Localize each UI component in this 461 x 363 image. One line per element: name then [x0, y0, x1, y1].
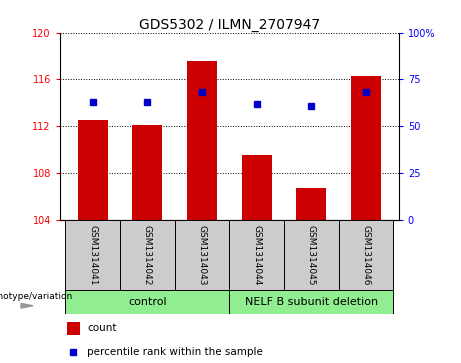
FancyBboxPatch shape: [65, 220, 120, 290]
Text: GSM1314046: GSM1314046: [361, 225, 371, 285]
FancyBboxPatch shape: [175, 220, 229, 290]
FancyBboxPatch shape: [120, 220, 175, 290]
Bar: [78, 120, 108, 220]
Text: GSM1314042: GSM1314042: [143, 225, 152, 285]
Title: GDS5302 / ILMN_2707947: GDS5302 / ILMN_2707947: [139, 18, 320, 32]
Bar: [351, 76, 381, 220]
Bar: [296, 188, 326, 220]
FancyBboxPatch shape: [284, 220, 339, 290]
Text: genotype/variation: genotype/variation: [0, 292, 73, 301]
FancyBboxPatch shape: [229, 220, 284, 290]
Text: GSM1314043: GSM1314043: [197, 225, 207, 285]
Text: GSM1314045: GSM1314045: [307, 225, 316, 285]
Text: percentile rank within the sample: percentile rank within the sample: [87, 347, 263, 357]
Bar: [187, 61, 217, 220]
Polygon shape: [21, 303, 33, 308]
Text: NELF B subunit deletion: NELF B subunit deletion: [245, 297, 378, 307]
FancyBboxPatch shape: [65, 290, 229, 314]
Bar: [132, 125, 162, 220]
Text: count: count: [87, 323, 117, 334]
Text: control: control: [128, 297, 167, 307]
Bar: [67, 322, 80, 335]
FancyBboxPatch shape: [229, 290, 393, 314]
Bar: [242, 155, 272, 220]
FancyBboxPatch shape: [339, 220, 393, 290]
Text: GSM1314044: GSM1314044: [252, 225, 261, 285]
Text: GSM1314041: GSM1314041: [88, 225, 97, 285]
